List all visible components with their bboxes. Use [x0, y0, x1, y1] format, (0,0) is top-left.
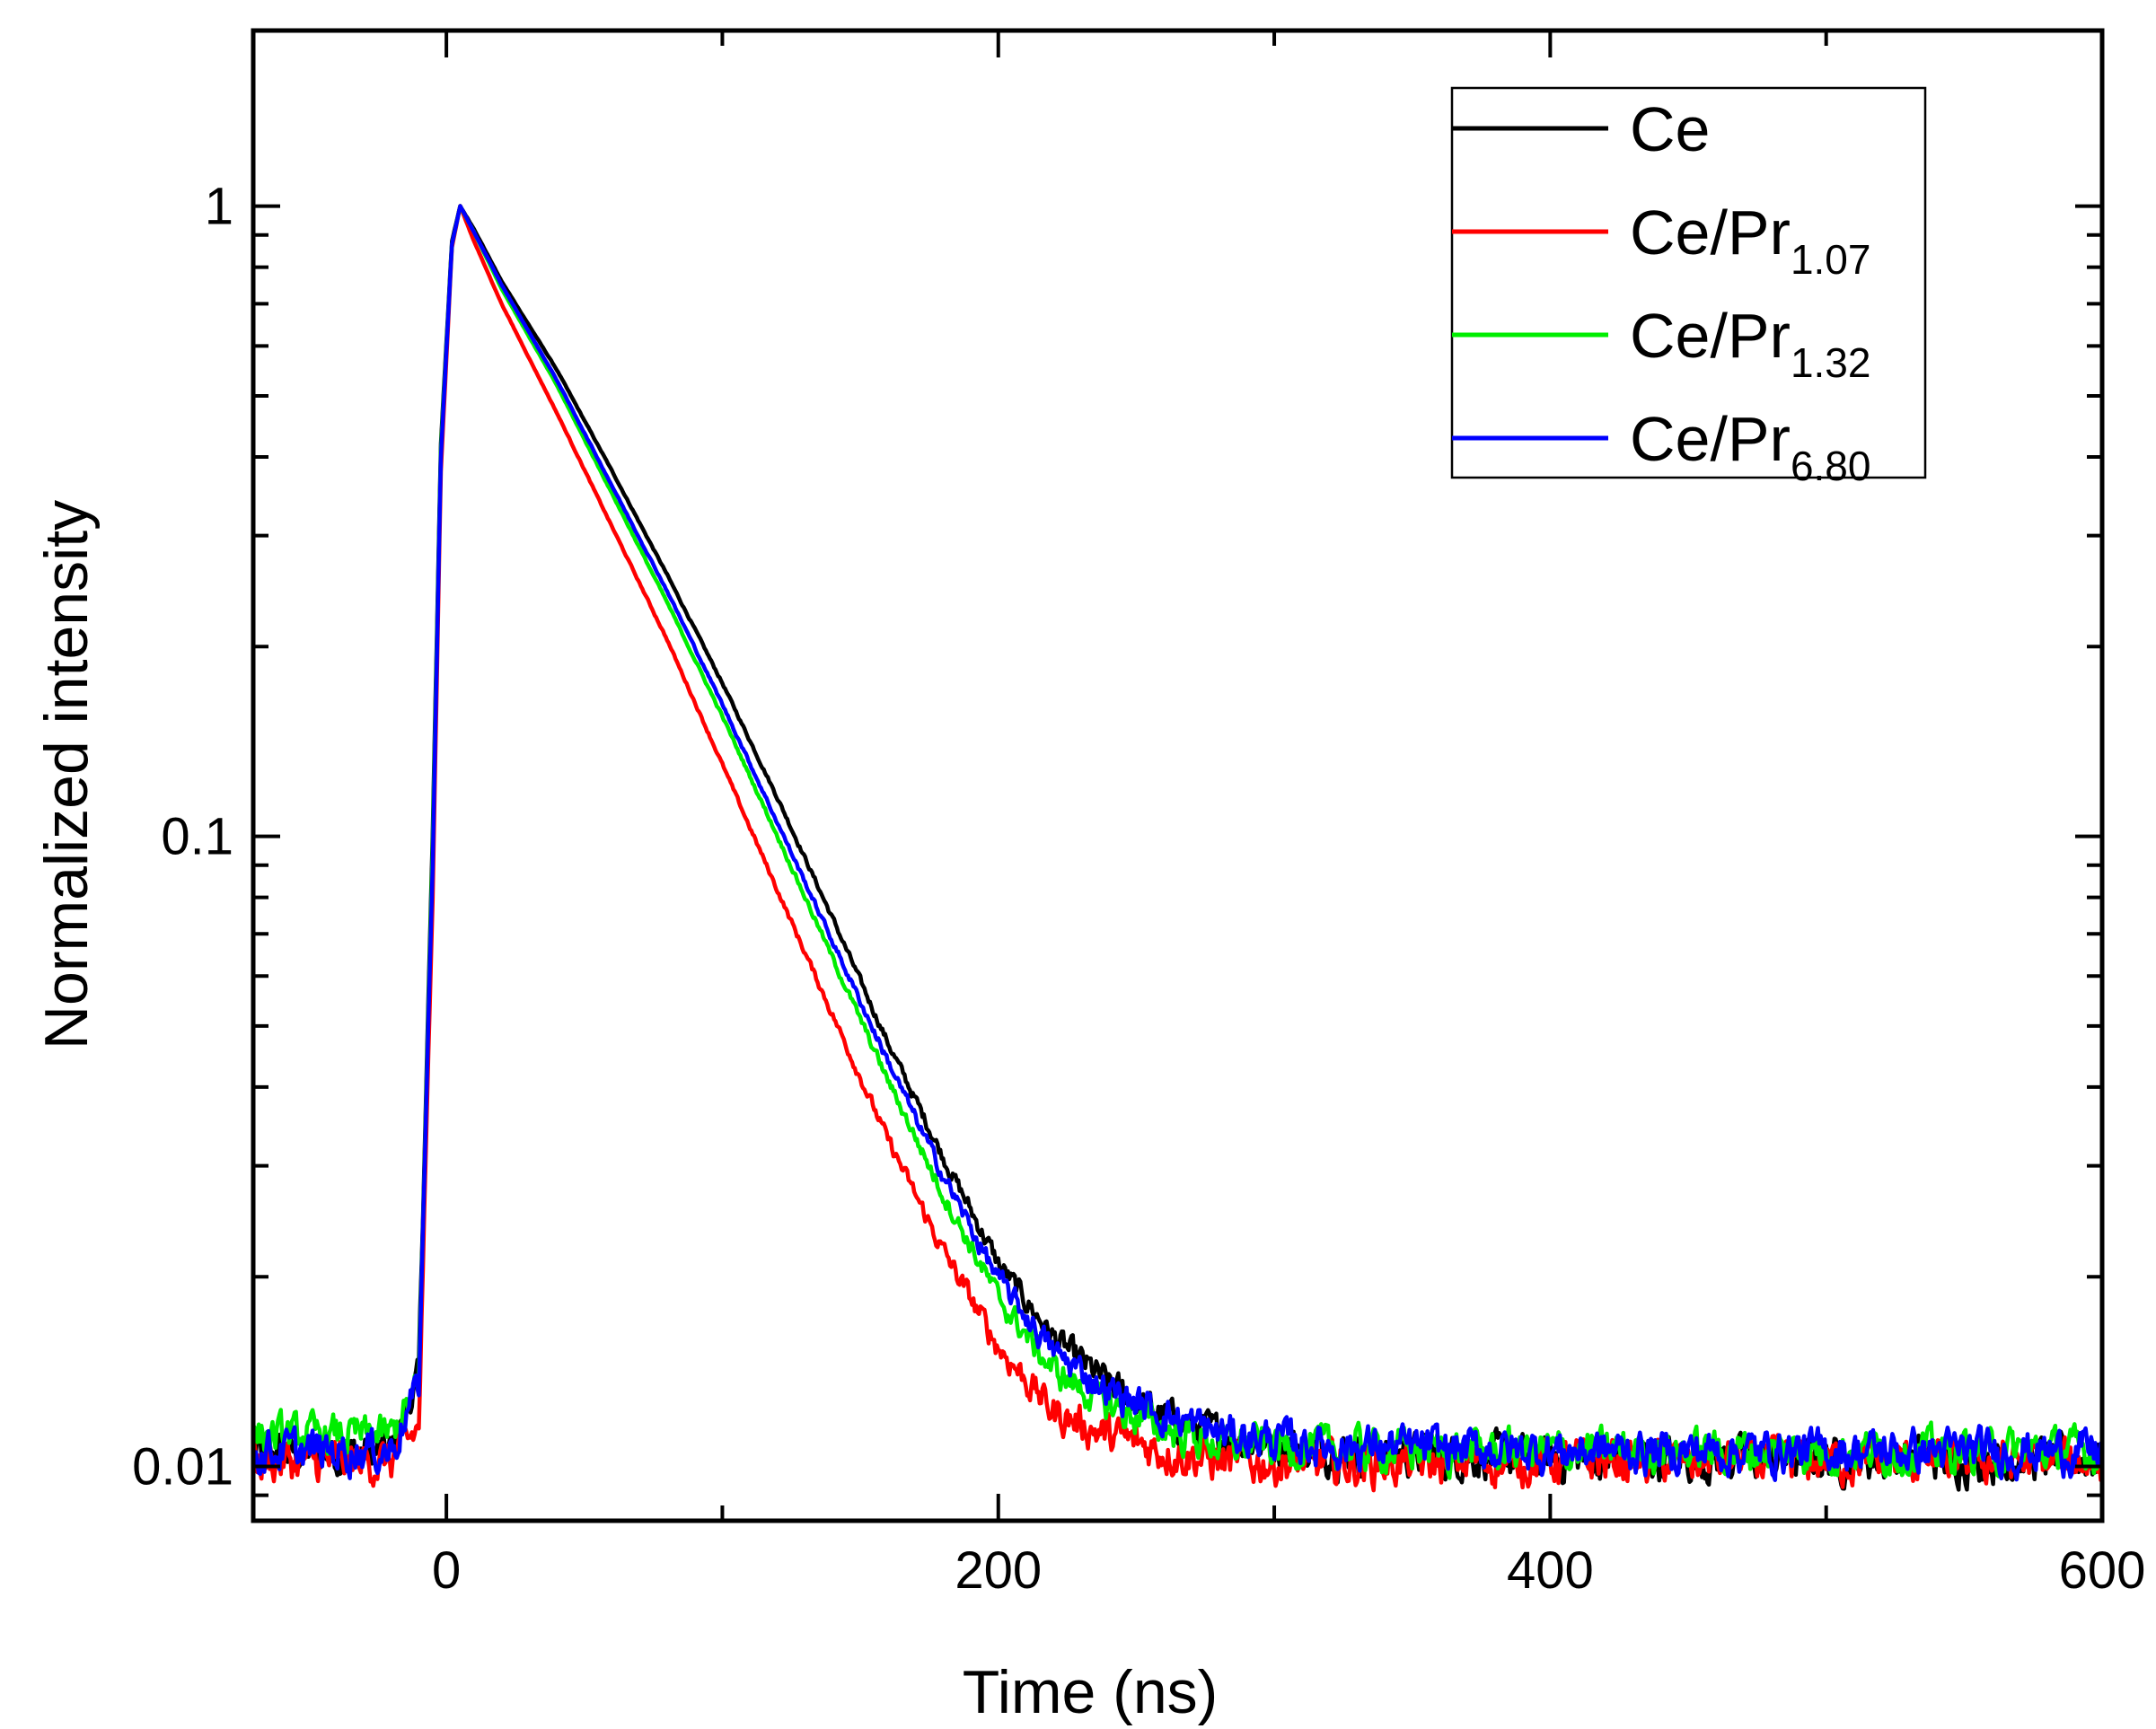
y-tick-label: 0.01: [132, 1438, 233, 1496]
x-tick-label: 600: [2059, 1541, 2146, 1600]
y-axis-label: Normalized intensity: [32, 500, 101, 1049]
x-tick-label: 200: [955, 1541, 1042, 1600]
legend-label-1: Ce: [1630, 94, 1710, 164]
legend-label-4: Ce/Pr6.80: [1630, 404, 1870, 489]
series-line-4: [251, 204, 2104, 1482]
y-tick-label: 0.1: [161, 808, 233, 866]
x-tick-label: 0: [432, 1541, 461, 1600]
legend: Ce Ce/Pr1.07 Ce/Pr1.32 Ce/Pr6.80: [1450, 86, 1927, 489]
legend-label-2: Ce/Pr1.07: [1630, 197, 1870, 283]
legend-label-3: Ce/Pr1.32: [1630, 301, 1870, 386]
legend-box: [1450, 86, 1927, 479]
series-layer: [251, 204, 2105, 1493]
tick-layer: 0 200 400 600 0.01 0.1 1: [132, 31, 2145, 1600]
series-line-3: [251, 204, 2105, 1480]
y-tick-label: 1: [205, 178, 233, 236]
x-tick-label: 400: [1507, 1541, 1594, 1600]
x-axis-label: Time (ns): [963, 1658, 1219, 1726]
plot-frame: [251, 28, 2105, 1523]
